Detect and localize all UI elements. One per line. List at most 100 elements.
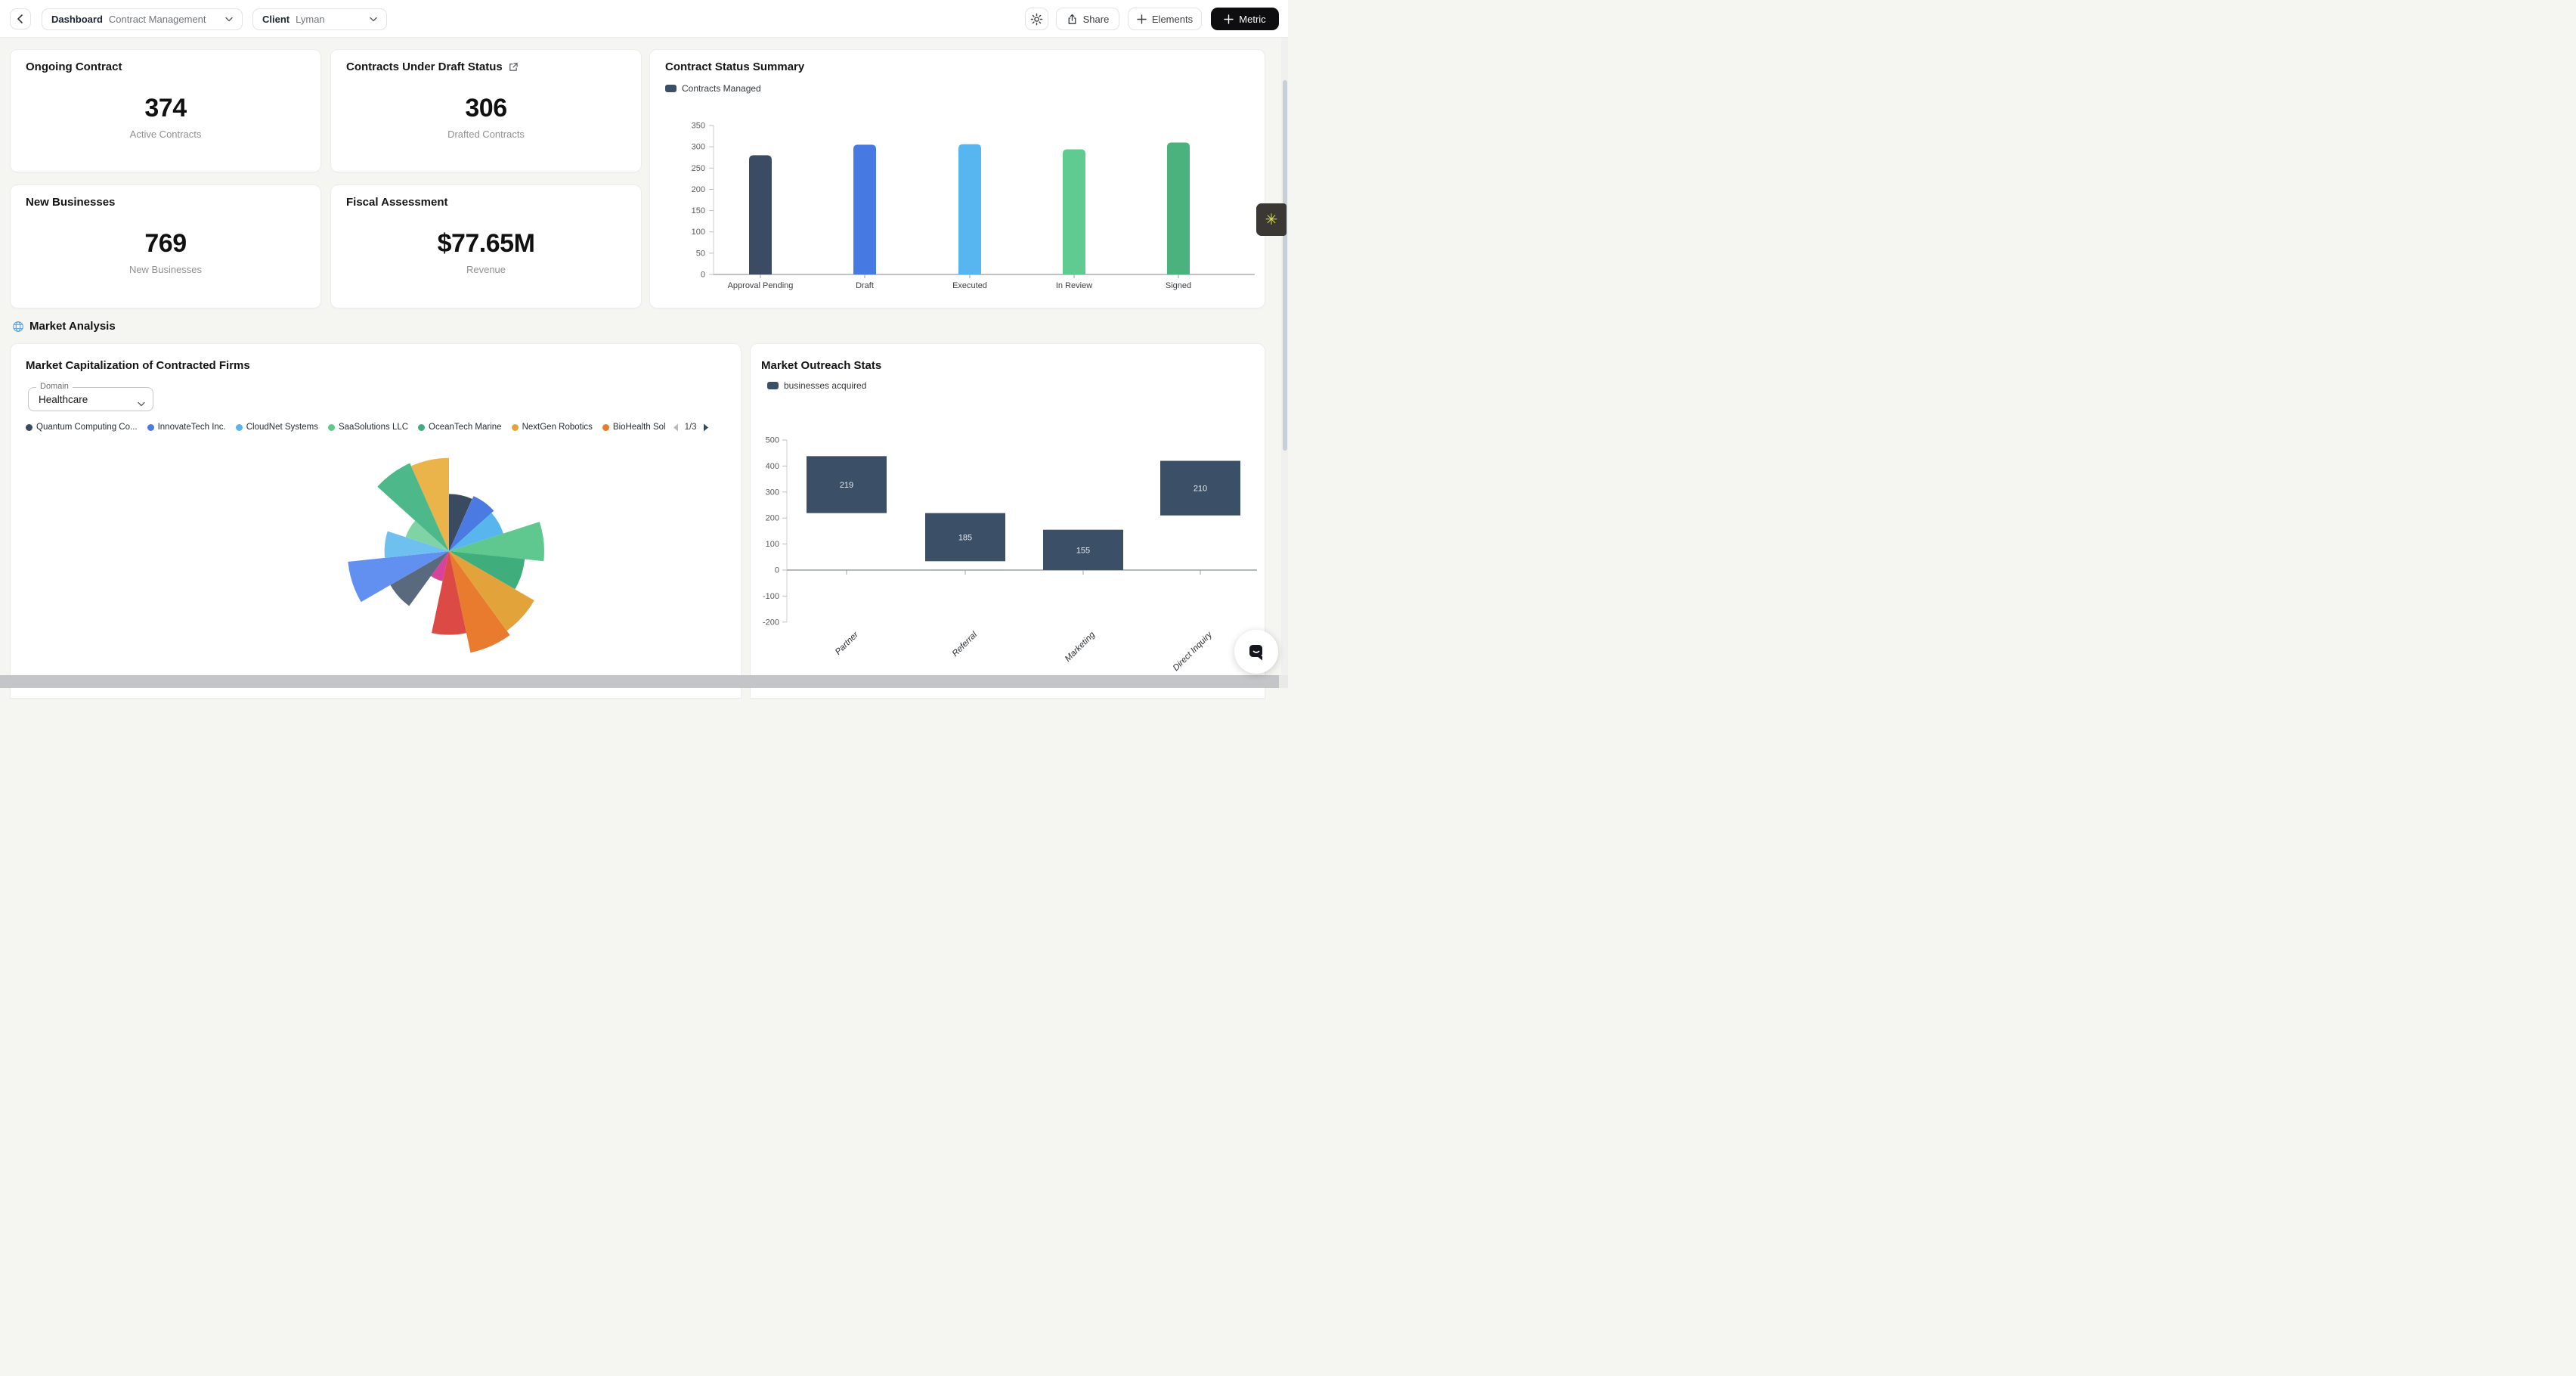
bar-draft[interactable] <box>853 144 876 274</box>
chart-legend[interactable]: businesses acquired <box>767 380 866 391</box>
bar-executed[interactable] <box>958 144 981 274</box>
y-axis-label: -200 <box>763 618 779 627</box>
horizontal-scrollbar-track[interactable] <box>0 675 1288 688</box>
legend-item-label: NextGen Robotics <box>522 423 593 432</box>
elements-button-label: Elements <box>1151 13 1194 25</box>
legend-swatch <box>767 382 779 389</box>
rose-sector-9[interactable] <box>390 551 449 606</box>
chevron-left-icon <box>17 14 23 23</box>
x-axis-label: Referral <box>951 630 980 659</box>
legend-item-label: OceanTech Marine <box>429 423 502 432</box>
horizontal-scrollbar-thumb[interactable] <box>0 675 1279 688</box>
bar-value-label: 210 <box>1194 485 1207 494</box>
legend-item-biohealth-sol[interactable]: BioHealth Sol <box>602 423 666 432</box>
bar-value-label: 219 <box>840 481 853 490</box>
legend-item-label: CloudNet Systems <box>246 423 318 432</box>
stat-value: 374 <box>144 94 187 122</box>
rose-sector-biohealth-sol[interactable] <box>449 551 510 653</box>
stat-subtitle: Active Contracts <box>129 129 202 140</box>
bar-referral[interactable] <box>925 513 1005 562</box>
rose-legend-row: Quantum Computing Co... InnovateTech Inc.… <box>26 421 710 433</box>
pager-prev-icon[interactable] <box>672 423 680 432</box>
stat-subtitle: New Businesses <box>128 264 203 275</box>
rose-sector-10[interactable] <box>348 551 449 603</box>
bar-signed[interactable] <box>1167 142 1190 274</box>
gear-icon <box>1030 13 1043 25</box>
y-axis-label: -100 <box>763 592 779 601</box>
external-link-icon[interactable] <box>508 62 518 72</box>
globe-icon <box>13 321 23 332</box>
rose-sector-11[interactable] <box>384 531 449 558</box>
share-icon <box>1068 14 1076 24</box>
vertical-scrollbar-track[interactable] <box>1281 38 1288 688</box>
rose-sector-oceantech-marine[interactable] <box>449 551 525 590</box>
legend-item-nextgen-robotics[interactable]: NextGen Robotics <box>511 423 593 432</box>
rose-sector-7[interactable] <box>432 551 466 635</box>
rose-sector-saasolutions-llc[interactable] <box>449 522 544 562</box>
y-axis-label: 400 <box>766 462 779 471</box>
bar-direct-inquiry[interactable] <box>1160 460 1240 516</box>
client-select-value: Lyman <box>296 14 325 25</box>
dashboard-select-label: Dashboard <box>51 14 103 25</box>
rose-sector-innovatetech-inc[interactable] <box>449 496 494 551</box>
market-capitalization-card: Market Capitalization of Contracted Firm… <box>10 343 742 699</box>
legend-item-label: BioHealth Sol <box>612 423 666 432</box>
legend-swatch <box>665 85 677 92</box>
dashboard-select[interactable]: Dashboard Contract Management <box>42 8 243 30</box>
bar-approval-pending[interactable] <box>749 155 772 274</box>
legend-dot <box>147 423 154 431</box>
domain-select-label: Domain <box>36 382 73 391</box>
rose-sector-cloudnet-systems[interactable] <box>449 513 503 551</box>
bar-marketing[interactable] <box>1043 529 1123 570</box>
x-axis-label: Partner <box>834 630 861 657</box>
legend-pager: 1/3 <box>672 423 710 432</box>
chevron-down-icon <box>370 17 377 22</box>
chart-title: Market Capitalization of Contracted Firm… <box>26 359 250 372</box>
y-axis-label: 300 <box>766 488 779 497</box>
settings-button[interactable] <box>1025 8 1048 30</box>
chart-title: Market Outreach Stats <box>761 359 881 372</box>
bar-partner[interactable] <box>807 456 887 513</box>
stat-value: 769 <box>144 229 187 258</box>
stat-value: 306 <box>465 94 507 122</box>
bar-value-label: 185 <box>958 533 972 542</box>
card-title: New Businesses <box>26 196 115 209</box>
x-axis-label: Draft <box>856 281 874 290</box>
vertical-scrollbar-thumb[interactable] <box>1283 80 1287 451</box>
chart-legend[interactable]: Contracts Managed <box>665 83 761 94</box>
card-title: Fiscal Assessment <box>346 196 448 209</box>
add-elements-button[interactable]: Elements <box>1128 8 1202 30</box>
back-button[interactable] <box>10 8 31 29</box>
rose-sector-nextgen-robotics[interactable] <box>449 551 534 631</box>
domain-select[interactable]: Domain Healthcare <box>28 382 153 411</box>
add-metric-button[interactable]: Metric <box>1211 8 1279 30</box>
legend-item-innovatetech-inc[interactable]: InnovateTech Inc. <box>147 423 226 432</box>
legend-item-oceantech-marine[interactable]: OceanTech Marine <box>418 423 502 432</box>
client-select[interactable]: Client Lyman <box>252 8 387 30</box>
client-select-label: Client <box>262 14 290 25</box>
plus-icon <box>1137 14 1147 24</box>
y-axis-label: 150 <box>692 206 705 215</box>
legend-item-cloudnet-systems[interactable]: CloudNet Systems <box>235 423 318 432</box>
rose-sector-14[interactable] <box>410 457 449 551</box>
rose-sector-13[interactable] <box>377 463 449 551</box>
stat-card-new-businesses: New Businesses 769 New Businesses <box>10 184 321 308</box>
y-axis-label: 0 <box>775 566 779 575</box>
y-axis-label: 200 <box>766 514 779 523</box>
legend-item-saasolutions-llc[interactable]: SaaSolutions LLC <box>327 423 408 432</box>
rose-sector-12[interactable] <box>405 520 449 551</box>
legend-item-quantum-computing-co[interactable]: Quantum Computing Co... <box>26 423 138 432</box>
rose-sector-8[interactable] <box>431 551 449 581</box>
rose-sector-quantum-computing-co[interactable] <box>449 494 472 551</box>
share-button[interactable]: Share <box>1056 8 1119 30</box>
rose-legend-items: Quantum Computing Co... InnovateTech Inc.… <box>26 423 666 432</box>
plus-icon <box>1224 14 1234 24</box>
assistant-side-tab[interactable]: ✳ <box>1256 203 1286 236</box>
bar-in-review[interactable] <box>1063 149 1085 274</box>
x-axis-label: Approval Pending <box>728 281 794 290</box>
legend-label: businesses acquired <box>784 380 867 391</box>
card-title-text: Contracts Under Draft Status <box>346 60 503 73</box>
y-axis-label: 300 <box>692 143 705 152</box>
chat-launcher-button[interactable] <box>1234 630 1278 674</box>
pager-next-icon[interactable] <box>702 423 710 432</box>
